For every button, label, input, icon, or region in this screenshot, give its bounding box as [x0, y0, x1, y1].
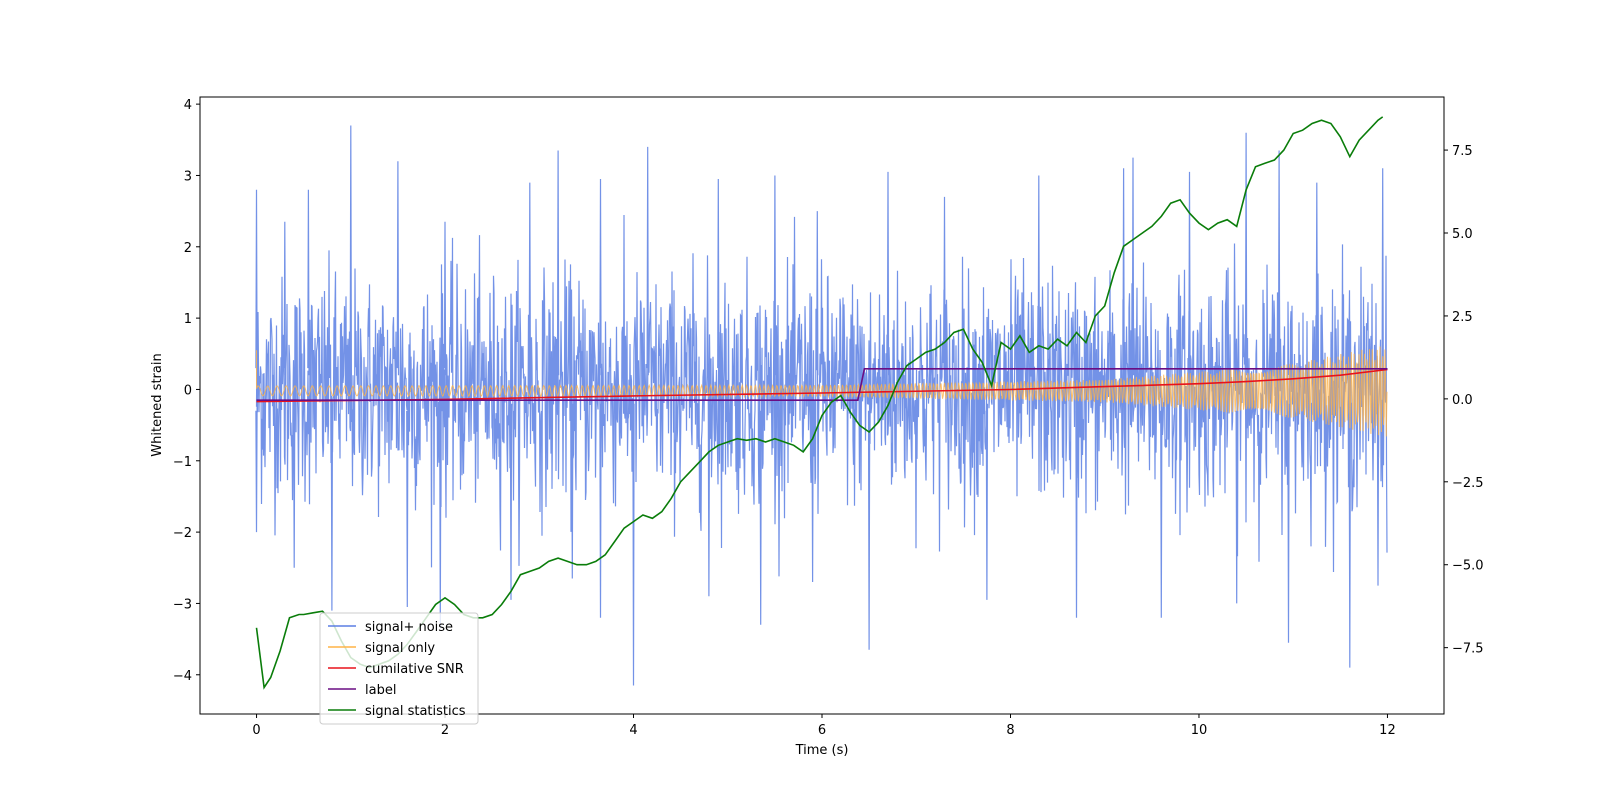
- y-tick-label: −1: [173, 455, 192, 470]
- legend: signal+ noise signal only cumilative SNR la…: [319, 612, 479, 725]
- x-tick-label: 10: [1191, 723, 1208, 738]
- series-label-line: [256, 367, 1388, 402]
- signal-noise-layer: [255, 125, 1388, 686]
- y2-tick-label: 7.5: [1452, 144, 1473, 159]
- y-tick-label: 3: [184, 169, 192, 184]
- y2-tick-label: −2.5: [1452, 476, 1484, 491]
- y-tick-label: 2: [184, 241, 192, 256]
- series-signal-only-line: [256, 346, 1388, 437]
- x-tick-label: 4: [629, 723, 637, 738]
- series-signal-plus-noise-line: [255, 125, 1388, 686]
- series-signal-statistics-line: [255, 116, 1384, 690]
- series-cumulative-snr-line: [256, 368, 1388, 403]
- y2-tick-label: 5.0: [1452, 227, 1473, 242]
- x-tick-label: 12: [1379, 723, 1396, 738]
- y2-tick-label: 0.0: [1452, 393, 1473, 408]
- y-axis-ticks: −4 −3 −2 −1 0 1 2 3 4: [173, 98, 200, 684]
- y2-tick-label: 2.5: [1452, 310, 1473, 325]
- y-tick-label: −3: [173, 597, 192, 612]
- x-tick-label: 0: [252, 723, 260, 738]
- x-axis-ticks: 0 2 4 6 8 10 12: [252, 714, 1396, 738]
- y-tick-label: 0: [184, 383, 192, 398]
- legend-entry-label: signal statistics: [365, 704, 466, 719]
- y-tick-label: 4: [184, 98, 192, 113]
- y-tick-label: −2: [173, 526, 192, 541]
- y-tick-label: −4: [173, 669, 192, 684]
- y2-tick-label: −5.0: [1452, 559, 1484, 574]
- plot-area: [255, 116, 1388, 690]
- legend-entry-label: signal only: [365, 641, 435, 656]
- y2-axis-ticks: −7.5 −5.0 −2.5 0.0 2.5 5.0 7.5: [1444, 144, 1484, 657]
- legend-entry-label: cumilative SNR: [365, 662, 464, 677]
- x-tick-label: 6: [818, 723, 826, 738]
- x-axis-label: Time (s): [795, 743, 849, 758]
- x-tick-label: 8: [1006, 723, 1014, 738]
- legend-box: [319, 612, 479, 725]
- legend-entry-label: signal+ noise: [365, 620, 453, 635]
- signal-only-layer: [256, 346, 1388, 437]
- signal-statistics-layer: [255, 116, 1384, 690]
- cumulative-snr-layer: [256, 368, 1388, 403]
- legend-entry-label: label: [365, 683, 396, 698]
- y2-tick-label: −7.5: [1452, 642, 1484, 657]
- x-tick-label: 2: [441, 723, 449, 738]
- y-tick-label: 1: [184, 312, 192, 327]
- y-axis-label: Whitened strain: [150, 353, 165, 456]
- label-layer: [256, 367, 1388, 402]
